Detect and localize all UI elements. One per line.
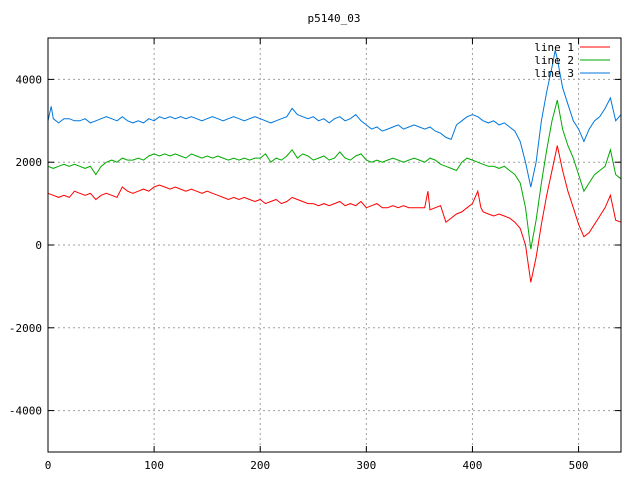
series-line-3	[47, 50, 622, 188]
series-line-2	[47, 99, 622, 250]
y-tick-label: 2000	[16, 156, 43, 169]
legend-label: line 2	[534, 54, 574, 67]
chart-title: p5140_03	[308, 12, 361, 25]
x-tick-label: 0	[45, 459, 52, 472]
grid	[48, 38, 621, 452]
series-line-1	[47, 145, 622, 283]
x-tick-label: 400	[463, 459, 483, 472]
x-tick-label: 300	[356, 459, 376, 472]
y-tick-label: -2000	[9, 322, 42, 335]
y-tick-label: -4000	[9, 405, 42, 418]
x-tick-label: 200	[250, 459, 270, 472]
x-tick-label: 100	[144, 459, 164, 472]
axes: 0 100 200 300 400 500 -4000 -2000 0 2000 4000	[9, 38, 621, 472]
y-tick-label: 0	[35, 239, 42, 252]
series-layer	[47, 50, 622, 283]
legend-label: line 3	[534, 67, 574, 80]
y-tick-label: 4000	[16, 73, 43, 86]
x-tick-label: 500	[569, 459, 589, 472]
legend-label: line 1	[534, 41, 574, 54]
